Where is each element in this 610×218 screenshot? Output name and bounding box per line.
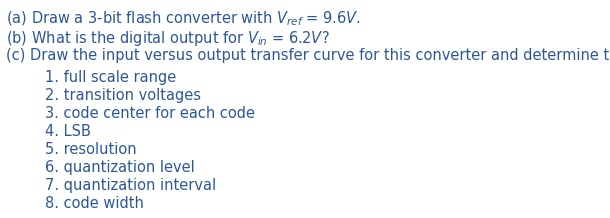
Text: 6. quantization level: 6. quantization level	[45, 160, 195, 175]
Text: 1. full scale range: 1. full scale range	[45, 70, 176, 85]
Text: (b) What is the digital output for $V_{in}$ = 6.2$V$?: (b) What is the digital output for $V_{i…	[6, 29, 329, 48]
Text: (a) Draw a 3-bit flash converter with $V_{ref}$ = 9.6$V$.: (a) Draw a 3-bit flash converter with $V…	[6, 10, 361, 28]
Text: 5. resolution: 5. resolution	[45, 142, 137, 157]
Text: 2. transition voltages: 2. transition voltages	[45, 88, 201, 103]
Text: 4. LSB: 4. LSB	[45, 124, 91, 139]
Text: 3. code center for each code: 3. code center for each code	[45, 106, 255, 121]
Text: 7. quantization interval: 7. quantization interval	[45, 178, 216, 193]
Text: (c) Draw the input versus output transfer curve for this converter and determine: (c) Draw the input versus output transfe…	[6, 48, 610, 63]
Text: 8. code width: 8. code width	[45, 196, 144, 211]
